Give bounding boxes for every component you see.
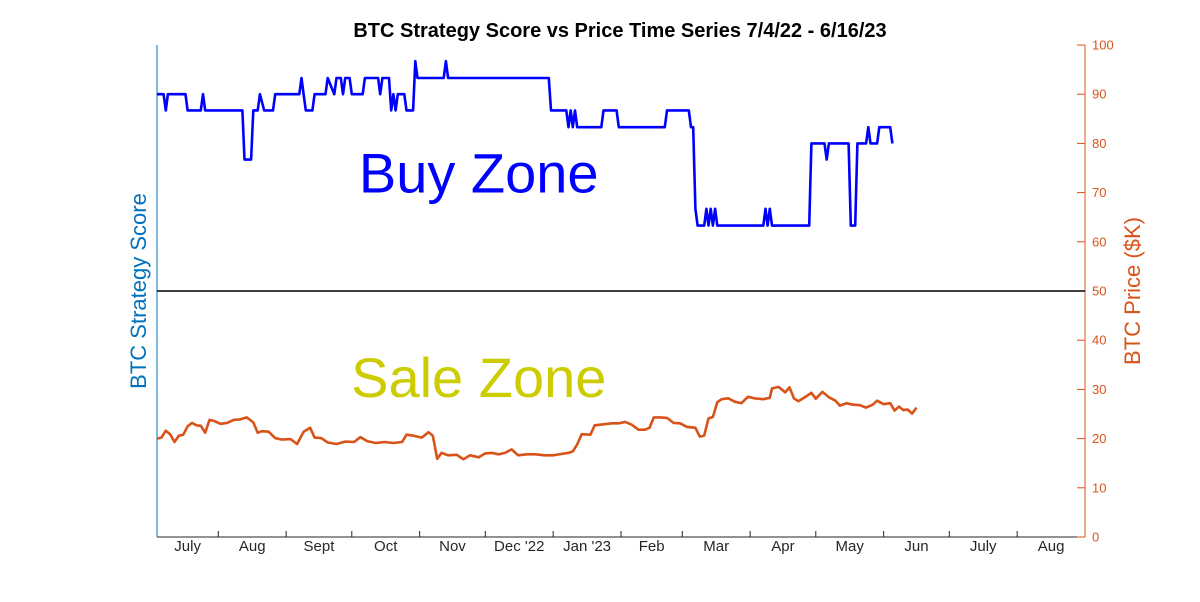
x-tick-label: Aug: [239, 538, 266, 555]
x-tick-label: Nov: [439, 538, 466, 555]
y-tick-label: 20: [1092, 431, 1106, 446]
x-tick-label: Jan '23: [563, 538, 611, 555]
y-tick-label: 90: [1092, 87, 1106, 102]
y-tick-label: 50: [1092, 284, 1106, 299]
x-tick-label: Aug: [1038, 538, 1065, 555]
x-tick-label: Apr: [771, 538, 794, 555]
right-axis-label: BTC Price ($K): [1120, 217, 1145, 365]
x-tick-label: Sept: [304, 538, 336, 555]
x-axis-ticks: July Aug Sept Oct Nov Dec '22 Jan '23 Feb Mar Apr…: [174, 531, 1064, 555]
series-line-score: [157, 59, 894, 227]
y-tick-label: 80: [1092, 136, 1106, 151]
y-tick-label: 100: [1092, 38, 1114, 53]
x-tick-label: May: [836, 538, 865, 555]
y-tick-label: 60: [1092, 234, 1106, 249]
x-tick-label: Oct: [374, 538, 398, 555]
right-axis-ticks: 0 10 20 30 40 50 60 70 80 90 100: [1077, 38, 1114, 545]
y-tick-label: 70: [1092, 185, 1106, 200]
x-tick-label: Feb: [639, 538, 665, 555]
y-tick-label: 40: [1092, 333, 1106, 348]
y-tick-label: 10: [1092, 480, 1106, 495]
zone-annotation: Buy Zone: [359, 142, 599, 205]
chart-title: BTC Strategy Score vs Price Time Series …: [353, 20, 886, 42]
x-tick-label: Jun: [904, 538, 928, 555]
x-tick-label: Mar: [703, 538, 729, 555]
x-tick-label: July: [174, 538, 201, 555]
series-layer: [156, 59, 918, 461]
x-tick-label: Dec '22: [494, 538, 544, 555]
y-tick-label: 30: [1092, 382, 1106, 397]
zone-annotations: Buy Zone Sale Zone: [351, 142, 606, 409]
y-tick-label: 0: [1092, 530, 1099, 545]
zone-annotation: Sale Zone: [351, 346, 606, 409]
x-tick-label: July: [970, 538, 997, 555]
series-line-price: [156, 385, 918, 461]
left-axis-label: BTC Strategy Score: [126, 193, 151, 389]
